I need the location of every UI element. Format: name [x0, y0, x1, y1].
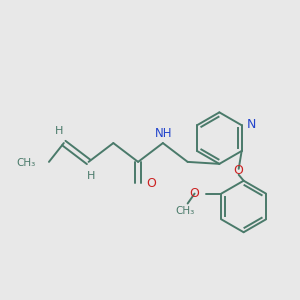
- Text: H: H: [87, 171, 96, 181]
- Text: O: O: [190, 187, 200, 200]
- Text: N: N: [247, 118, 256, 131]
- Text: CH₃: CH₃: [17, 158, 36, 168]
- Text: O: O: [233, 164, 243, 177]
- Text: NH: NH: [155, 127, 172, 140]
- Text: O: O: [146, 177, 156, 190]
- Text: H: H: [55, 126, 63, 136]
- Text: CH₃: CH₃: [175, 206, 194, 216]
